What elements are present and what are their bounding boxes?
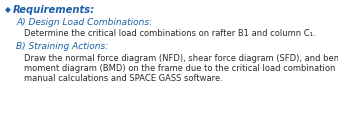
Text: Determine the critical load combinations on rafter B1 and column C₁.: Determine the critical load combinations… xyxy=(24,29,316,38)
Text: moment diagram (BMD) on the frame due to the critical load combination using: moment diagram (BMD) on the frame due to… xyxy=(24,64,338,73)
Text: manual calculations and SPACE GASS software.: manual calculations and SPACE GASS softw… xyxy=(24,74,223,83)
Text: A) Design Load Combinations:: A) Design Load Combinations: xyxy=(16,18,152,27)
Text: Requirements:: Requirements: xyxy=(13,5,95,15)
Text: Draw the normal force diagram (NFD), shear force diagram (SFD), and bending: Draw the normal force diagram (NFD), she… xyxy=(24,54,338,63)
Text: B) Straining Actions:: B) Straining Actions: xyxy=(16,42,108,51)
Text: ◆: ◆ xyxy=(5,5,11,14)
